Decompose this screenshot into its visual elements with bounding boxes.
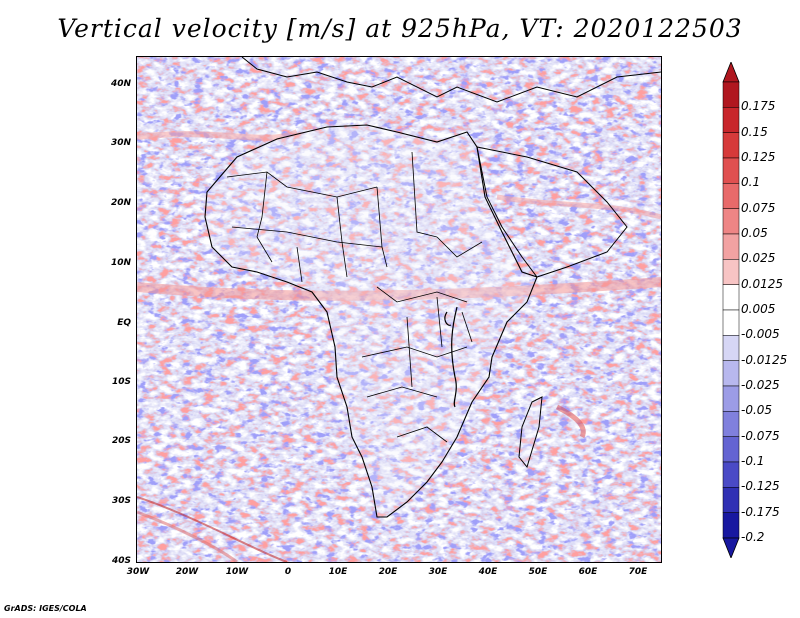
map-title: Vertical velocity [m/s] at 925hPa, VT: 2… — [57, 14, 743, 43]
great-lakes — [444, 306, 458, 408]
colorbar-swatch — [722, 385, 740, 412]
lon-label-20e: 20E — [378, 567, 398, 577]
colorbar-swatch — [722, 360, 740, 387]
lat-label-10n: 10N — [110, 258, 131, 268]
lat-label-eq: EQ — [117, 318, 131, 328]
lat-label-40n: 40N — [110, 79, 131, 89]
colorbar-label: 0.0125 — [741, 276, 783, 291]
europe-coastline — [241, 57, 661, 103]
lon-label-40e: 40E — [478, 567, 498, 577]
lon-label-10w: 10W — [225, 567, 249, 577]
lon-label-70e: 70E — [628, 567, 648, 577]
colorbar — [722, 62, 740, 558]
colorbar-label: 0.15 — [741, 124, 768, 139]
colorbar-swatch — [722, 107, 740, 133]
colorbar-swatch — [722, 183, 740, 209]
lat-label-20s: 20S — [111, 436, 131, 446]
colorbar-swatch — [722, 132, 740, 159]
colorbar-label: -0.005 — [741, 327, 780, 342]
arabia-outline — [476, 146, 628, 278]
colorbar-swatch — [722, 284, 740, 311]
colorbar-swatch — [722, 436, 740, 463]
colorbar-swatch — [722, 512, 740, 539]
madagascar-outline — [518, 396, 543, 469]
lat-label-30s: 30S — [111, 496, 131, 506]
colorbar-label: 0.175 — [741, 99, 776, 114]
map-panel — [136, 56, 662, 563]
colorbar-label: 0.025 — [741, 251, 776, 266]
colorbar-label: -0.05 — [741, 403, 773, 418]
colorbar-label: -0.175 — [741, 504, 780, 519]
colorbar-label: 0.05 — [741, 226, 768, 240]
colorbar-swatch — [722, 81, 740, 108]
colorbar-swatch — [722, 233, 740, 260]
colorbar-swatch — [722, 335, 740, 361]
colorbar-label: -0.075 — [741, 428, 780, 443]
lon-label-30e: 30E — [428, 567, 448, 577]
colorbar-swatch — [722, 411, 740, 437]
lon-label-50e: 50E — [528, 567, 548, 577]
ascent-streaks — [137, 129, 661, 562]
colorbar-swatch — [722, 259, 740, 285]
colorbar-swatch — [722, 461, 740, 488]
colorbar-swatch — [722, 157, 740, 184]
lat-label-10s: 10S — [111, 377, 131, 387]
colorbar-label: 0.005 — [741, 302, 776, 316]
lat-label-20n: 20N — [110, 198, 131, 208]
colorbar-label: 0.1 — [741, 175, 761, 190]
lon-label-60e: 60E — [578, 567, 598, 577]
lon-label-10e: 10E — [328, 567, 348, 577]
lon-label-0: 0 — [284, 567, 292, 577]
vertical-velocity-field — [137, 57, 661, 562]
colorbar-label: -0.1 — [741, 454, 765, 468]
lon-label-20w: 20W — [175, 567, 199, 577]
colorbar-swatch — [722, 309, 740, 336]
lat-label-40s: 40S — [111, 556, 131, 566]
colorbar-top-arrow — [722, 62, 740, 83]
colorbar-label: -0.0125 — [741, 352, 788, 367]
colorbar-swatch — [722, 208, 740, 235]
map-canvas — [137, 57, 661, 562]
colorbar-label: -0.025 — [741, 378, 780, 392]
country-borders — [226, 151, 483, 443]
credit-text: GrADS: IGES/COLA — [4, 604, 87, 613]
colorbar-label: 0.125 — [741, 150, 776, 164]
lon-label-30w: 30W — [126, 567, 150, 577]
colorbar-swatch — [722, 487, 740, 513]
colorbar-bottom-arrow — [722, 537, 740, 558]
colorbar-label: -0.125 — [741, 479, 780, 494]
colorbar-label: 0.075 — [741, 200, 776, 215]
colorbar-label: -0.2 — [741, 530, 765, 544]
africa-coastline — [204, 124, 538, 518]
lat-label-30n: 30N — [110, 138, 131, 148]
